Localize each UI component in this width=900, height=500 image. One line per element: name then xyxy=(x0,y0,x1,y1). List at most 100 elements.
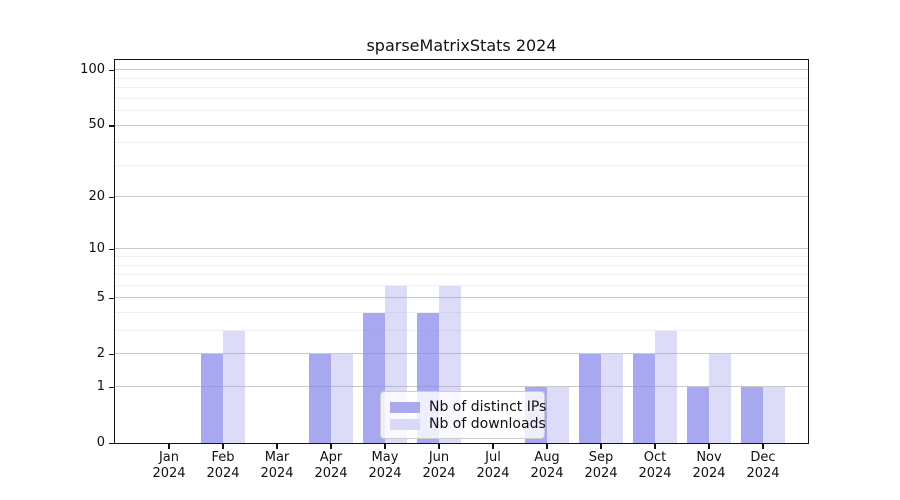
y-axis-tick-label: 0 xyxy=(96,434,105,450)
y-axis-tick xyxy=(109,125,114,127)
bar-distinct-ips-dec xyxy=(741,387,763,443)
gridline-major xyxy=(115,196,808,198)
x-axis-tick-label: Nov 2024 xyxy=(692,450,725,482)
y-axis-tick-label: 1 xyxy=(96,378,105,394)
x-axis-tick-label: Mar 2024 xyxy=(260,450,293,482)
month-label: Oct xyxy=(643,450,667,465)
x-axis-tick xyxy=(492,444,494,449)
bar-downloads-apr xyxy=(331,354,353,443)
y-axis-tick xyxy=(109,386,114,388)
plot-area: 0 1 2 5 10 20 50 100 Jan 2024 Feb 2024 Mar 2024 Apr 202… xyxy=(80,59,809,481)
bar-downloads-oct xyxy=(655,331,677,443)
x-axis-tick xyxy=(330,444,332,449)
year-label: 2024 xyxy=(692,466,726,481)
legend-label-downloads: Nb of downloads xyxy=(429,416,546,432)
gridline-major xyxy=(115,124,808,126)
year-label: 2024 xyxy=(206,466,240,481)
gridline-minor xyxy=(115,87,808,89)
month-label: Sep xyxy=(588,450,614,465)
x-axis-tick xyxy=(654,444,656,449)
bar-distinct-ips-may xyxy=(363,313,385,443)
year-label: 2024 xyxy=(530,466,564,481)
month-label: Feb xyxy=(211,450,235,465)
x-axis-tick xyxy=(168,444,170,449)
year-label: 2024 xyxy=(314,466,348,481)
month-label: Jun xyxy=(428,450,450,465)
gridline-minor xyxy=(115,264,808,266)
x-axis-tick-label: Aug 2024 xyxy=(530,450,563,482)
y-axis-tick-label: 2 xyxy=(96,345,105,361)
legend-swatch-distinct-ips xyxy=(390,401,420,413)
legend: Nb of distinct IPs Nb of downloads xyxy=(380,391,546,439)
bar-downloads-sep xyxy=(601,354,623,443)
x-axis-tick xyxy=(276,444,278,449)
month-label: Dec xyxy=(750,450,776,465)
month-label: May xyxy=(371,450,399,465)
chart-title: sparseMatrixStats 2024 xyxy=(366,36,557,55)
month-label: Jul xyxy=(485,450,501,465)
gridline-major xyxy=(115,248,808,250)
x-axis-tick-label: Oct 2024 xyxy=(638,450,671,482)
y-axis-tick-label: 10 xyxy=(88,240,105,256)
gridline-minor xyxy=(115,110,808,111)
year-label: 2024 xyxy=(638,466,672,481)
bar-downloads-aug xyxy=(547,387,569,443)
x-axis-tick-label: Feb 2024 xyxy=(206,450,239,482)
y-axis-tick xyxy=(109,196,114,199)
month-label: Apr xyxy=(319,450,343,465)
year-label: 2024 xyxy=(152,466,186,481)
bar-distinct-ips-nov xyxy=(687,387,709,443)
gridline-major xyxy=(115,353,808,355)
bar-downloads-dec xyxy=(763,387,785,443)
gridline-minor xyxy=(115,164,808,166)
bar-distinct-ips-feb xyxy=(201,354,223,443)
y-axis-tick-label: 100 xyxy=(80,61,105,77)
month-label: Mar xyxy=(264,450,290,465)
y-axis-tick xyxy=(109,353,114,356)
gridline-minor xyxy=(115,77,808,79)
gridline-minor xyxy=(115,284,808,286)
y-axis-tick xyxy=(109,442,114,444)
year-label: 2024 xyxy=(260,466,294,481)
gridline-major xyxy=(115,297,808,299)
bar-distinct-ips-oct xyxy=(633,354,655,443)
gridline-minor xyxy=(115,274,808,276)
gridline-minor xyxy=(115,256,808,258)
y-axis-tick-label: 20 xyxy=(88,188,105,204)
x-axis-tick xyxy=(546,444,548,449)
month-label: Aug xyxy=(534,450,560,465)
gridline-minor xyxy=(115,142,808,144)
x-axis-tick-label: Jul 2024 xyxy=(476,450,509,482)
y-axis-tick-label: 5 xyxy=(96,289,105,305)
x-axis-tick-label: Jan 2024 xyxy=(152,450,185,482)
y-axis-tick-label: 50 xyxy=(88,117,105,132)
x-axis-tick-label: May 2024 xyxy=(368,450,401,482)
legend-label-distinct-ips: Nb of distinct IPs xyxy=(429,399,547,415)
gridline-major xyxy=(115,386,808,387)
month-label: Jan xyxy=(158,450,180,465)
legend-item-distinct-ips: Nb of distinct IPs xyxy=(390,399,546,415)
month-label: Nov xyxy=(696,450,722,465)
year-label: 2024 xyxy=(476,466,510,481)
gridline-minor xyxy=(115,97,808,99)
year-label: 2024 xyxy=(368,466,402,481)
bar-downloads-feb xyxy=(223,331,245,443)
bar-downloads-nov xyxy=(709,354,731,443)
legend-swatch-downloads xyxy=(390,418,420,430)
gridline-minor xyxy=(115,330,808,331)
y-axis-tick xyxy=(109,249,114,251)
year-label: 2024 xyxy=(746,466,780,481)
x-axis-tick-label: Dec 2024 xyxy=(746,450,779,482)
x-axis-tick xyxy=(600,444,602,449)
x-axis-tick xyxy=(384,444,386,449)
y-axis-tick xyxy=(109,297,114,300)
gridline-minor xyxy=(115,312,808,313)
y-axis-tick xyxy=(109,69,114,72)
year-label: 2024 xyxy=(422,466,456,481)
x-axis-tick xyxy=(438,444,440,449)
x-axis-tick-label: Sep 2024 xyxy=(584,450,617,482)
year-label: 2024 xyxy=(584,466,618,481)
x-axis-tick-label: Jun 2024 xyxy=(422,450,455,482)
x-axis-tick xyxy=(762,444,764,449)
